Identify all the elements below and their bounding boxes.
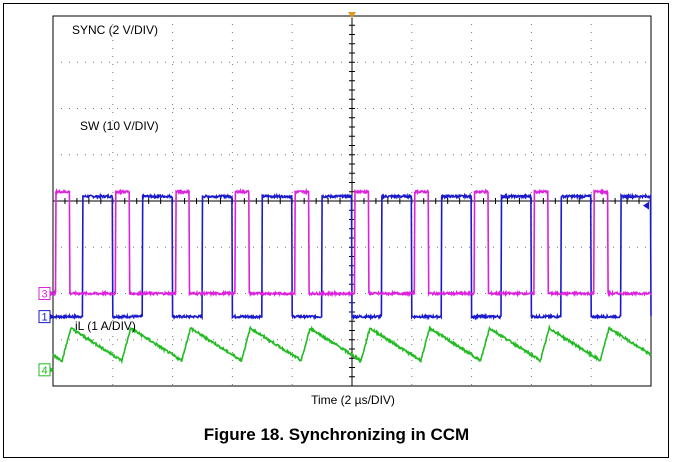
scope-traces [52,187,652,365]
sync-scale-label: SYNC (2 V/DIV) [72,23,158,37]
channel-marker-label: 1 [41,312,47,324]
trigger-position-marker [348,12,356,18]
sync-trace [52,192,652,321]
x-axis-label: Time (2 µs/DIV) [311,393,395,407]
channel-marker-label: 3 [41,289,47,301]
sw-trace [52,187,652,298]
trigger-level-marker [643,201,649,210]
channel-marker-label: 4 [41,365,47,377]
il-trace [52,324,652,365]
channel-marker-arrow [50,366,54,373]
channel-marker-arrow [50,313,54,320]
figure-caption: Figure 18. Synchronizing in CCM [203,425,470,444]
channel-4-marker: 4 [38,363,54,377]
channel-markers: 1 3 4 [38,12,649,377]
figure-frame [3,3,669,458]
channel-3-marker: 3 [38,287,54,301]
channel-marker-arrow [50,290,54,297]
il-scale-label: iL (1 A/DIV) [75,319,136,333]
channel-1-marker: 1 [38,310,54,324]
sw-scale-label: SW (10 V/DIV) [80,119,159,133]
